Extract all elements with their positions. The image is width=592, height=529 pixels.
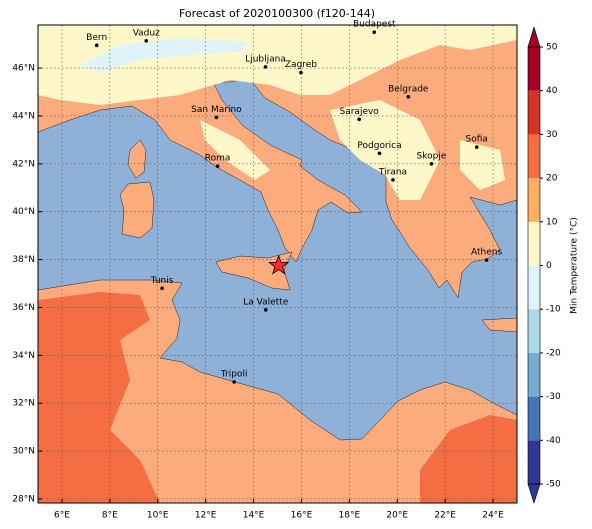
colorbar-tick-label: -40: [546, 436, 561, 446]
colorbar-label: Min Temperature (°C): [570, 217, 580, 314]
city-dot: [299, 70, 303, 75]
lat-tick-label: 40°N: [12, 207, 35, 217]
colorbar-tick-label: -20: [546, 348, 561, 358]
lon-tick-label: 22°E: [434, 511, 456, 521]
city-label: Sofia: [466, 135, 488, 145]
colorbar: -50 -40 -30 -20 -10 0 10 20 30 40 50 Min Temperatur…: [527, 25, 580, 504]
colorbar-bin: [528, 178, 540, 222]
city-dot: [377, 151, 382, 156]
lon-tick-label: 20°E: [386, 511, 408, 521]
colorbar-tick-label: 50: [546, 43, 558, 53]
city-label: Podgorica: [357, 141, 401, 151]
city-label: Roma: [205, 154, 231, 164]
lon-tick-label: 12°E: [195, 511, 217, 521]
colorbar-tick-label: 10: [546, 217, 558, 227]
lat-tick-label: 36°N: [12, 303, 35, 313]
lon-tick-label: 10°E: [147, 511, 169, 521]
city-label: Tripoli: [220, 369, 248, 379]
cold-zone: [330, 100, 440, 200]
city-dot: [232, 380, 236, 384]
very-cold-zone: [80, 38, 250, 72]
colorbar-extend: [527, 25, 541, 48]
colorbar-tick-label: -30: [546, 392, 561, 402]
lon-tick-label: 6°E: [54, 511, 70, 521]
colorbar-bin: [528, 47, 540, 91]
city-dot: [474, 145, 479, 149]
city-label: Sarajevo: [340, 107, 380, 117]
city-dot: [372, 30, 377, 34]
city-dot: [357, 117, 361, 122]
colorbar-tick-label: 0: [546, 261, 552, 271]
city-dot: [429, 162, 434, 166]
lat-tick-label: 46°N: [12, 64, 35, 74]
lat-tick-label: 44°N: [12, 111, 35, 121]
land-sardinia: [119, 181, 155, 239]
colorbar-extend: [527, 483, 541, 504]
city-label: Ljubljana: [245, 54, 286, 64]
land-crete: [481, 317, 517, 333]
city-dot: [144, 38, 149, 43]
city-label: Tunis: [150, 276, 174, 286]
colorbar-tick-label: -50: [546, 480, 561, 490]
lat-tick-label: 28°N: [12, 494, 35, 504]
lon-tick-label: 18°E: [339, 511, 361, 521]
colorbar-tick-label: -10: [546, 305, 561, 315]
marker-star: [268, 254, 290, 275]
city-label: Budapest: [353, 20, 396, 30]
city-label: Vaduz: [133, 28, 160, 38]
map-frame: [37, 24, 518, 504]
cities: [94, 30, 489, 384]
city-dot: [406, 95, 411, 99]
lon-tick-label: 24°E: [482, 511, 504, 521]
cold-zone: [460, 140, 505, 190]
city-dot: [263, 65, 268, 69]
city-label: San Marino: [191, 105, 242, 115]
colorbar-bin: [528, 396, 540, 441]
city-dot: [263, 308, 268, 312]
city-label: Bern: [86, 33, 107, 43]
city-dot: [484, 258, 489, 262]
lat-tick-label: 32°N: [12, 399, 35, 409]
city-dot: [160, 286, 164, 291]
colorbar-tick-label: 30: [546, 130, 558, 140]
lon-tick-label: 8°E: [102, 511, 118, 521]
city-label: Belgrade: [388, 84, 429, 94]
city-dot: [214, 115, 219, 120]
title: Forecast of 2020100300 (f120-144): [179, 7, 375, 20]
colorbar-bin: [528, 134, 540, 179]
lat-tick-label: 38°N: [12, 255, 35, 265]
lon-tick-label: 14°E: [243, 511, 265, 521]
city-dot: [94, 43, 99, 48]
colorbar-bin: [528, 352, 540, 397]
city-dot: [391, 178, 395, 182]
axis-labels: 6°E 8°E 10°E 12°E 14°E 16°E 18°E 20°E 22°E 24°E 28…: [12, 20, 504, 521]
city-label: Tirana: [378, 167, 407, 177]
lon-tick-label: 16°E: [291, 511, 313, 521]
colorbar-bin: [528, 90, 540, 135]
land-corsica: [127, 139, 147, 179]
city-dot: [215, 164, 220, 169]
land-africa: [38, 279, 517, 503]
colorbar-bin: [528, 440, 540, 484]
land-sicily: [215, 251, 293, 291]
cold-zone: [200, 120, 270, 180]
lat-tick-label: 30°N: [12, 447, 35, 457]
colorbar-bin: [528, 221, 540, 266]
colorbar-bin: [528, 265, 540, 310]
lat-tick-label: 42°N: [12, 159, 35, 169]
city-label: Zagreb: [285, 60, 317, 70]
colorbar-bin: [528, 309, 540, 353]
warm-zone: [38, 292, 160, 503]
city-label: Skopje: [417, 151, 447, 161]
city-label: Athens: [471, 248, 502, 258]
lat-tick-label: 34°N: [12, 351, 35, 361]
colorbar-tick-label: 40: [546, 86, 558, 96]
map-layer: [38, 25, 517, 503]
city-label: La Valette: [243, 297, 288, 307]
colorbar-tick-label: 20: [546, 174, 558, 184]
